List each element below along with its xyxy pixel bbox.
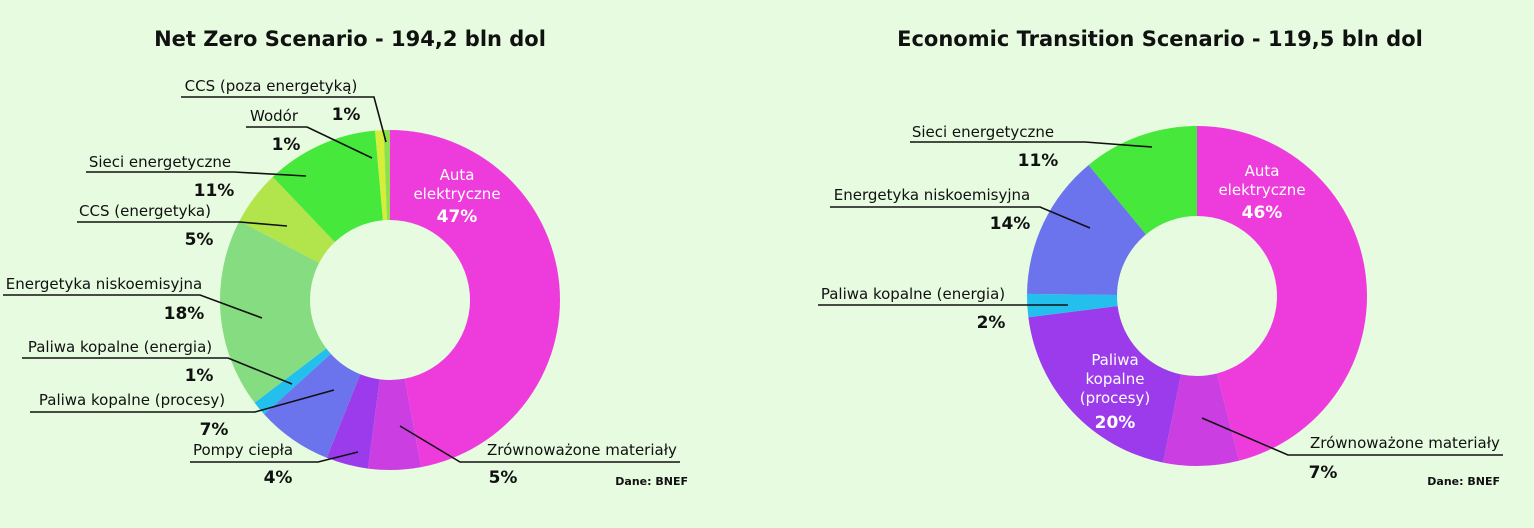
slice-label-energetyka-niskoemisyjna: Energetyka niskoemisyjna: [6, 275, 202, 293]
slice-paliwa-kopalne-procesy: [264, 353, 361, 458]
leader-line-ccs-poza-energetyka: [181, 96, 387, 143]
chart-title: Net Zero Scenario - 194,2 bln dol: [154, 27, 546, 51]
slice-sieci-energetyczne: [272, 130, 383, 243]
chart-source: Dane: BNEF: [615, 475, 688, 488]
slice-percent-sieci-energetyczne: 11%: [1018, 151, 1059, 171]
slice-label-auta-elektryczne: elektryczne: [1218, 181, 1305, 199]
slice-auta-elektryczne: [1197, 126, 1367, 461]
slice-label-paliwa-kopalne-energia: Paliwa kopalne (energia): [821, 285, 1005, 303]
slice-label-auta-elektryczne: Auta: [440, 166, 475, 184]
slice-percent-paliwa-kopalne-procesy: 20%: [1095, 413, 1136, 433]
chart-source: Dane: BNEF: [1427, 475, 1500, 488]
slice-paliwa-kopalne-procesy: [1028, 306, 1182, 463]
slice-percent-ccs-energetyka: 5%: [185, 230, 214, 250]
leader-line-wodor: [246, 126, 373, 159]
slice-label-pompy-ciepla: Pompy ciepła: [193, 441, 293, 459]
slice-ccs-energetyka: [239, 176, 335, 263]
leader-line-ccs-energetyka: [77, 221, 288, 227]
slice-label-zrownowazone-materialy: Zrównoważone materiały: [487, 441, 677, 459]
slice-paliwa-kopalne-energia: [1027, 293, 1118, 318]
slice-wodor: [375, 130, 387, 221]
slice-percent-energetyka-niskoemisyjna: 14%: [990, 214, 1031, 234]
slice-label-wodor: Wodór: [250, 107, 299, 125]
slice-percent-pompy-ciepla: 4%: [264, 468, 293, 488]
slice-label-paliwa-kopalne-procesy: (procesy): [1080, 389, 1150, 407]
slice-pompy-ciepla: [326, 374, 380, 469]
leader-line-energetyka-niskoemisyjna: [3, 294, 263, 319]
slice-percent-zrownowazone-materialy: 7%: [1309, 463, 1338, 483]
slice-percent-energetyka-niskoemisyjna: 18%: [164, 304, 205, 324]
chart-title: Economic Transition Scenario - 119,5 bln…: [897, 27, 1423, 51]
slice-label-ccs-poza-energetyka: CCS (poza energetyką): [185, 77, 358, 95]
slice-zrownowazone-materialy: [1163, 373, 1240, 466]
leader-line-paliwa-kopalne-energia: [22, 357, 293, 385]
slice-zrownowazone-materialy: [368, 378, 422, 470]
leader-line-zrownowazone-materialy: [1201, 417, 1503, 456]
slice-sieci-energetyczne: [1088, 126, 1197, 235]
slice-energetyka-niskoemisyjna: [1027, 165, 1147, 295]
slice-percent-auta-elektryczne: 47%: [437, 207, 478, 227]
slice-percent-paliwa-kopalne-energia: 1%: [185, 366, 214, 386]
slice-label-zrownowazone-materialy: Zrównoważone materiały: [1310, 434, 1500, 452]
slice-label-auta-elektryczne: elektryczne: [413, 185, 500, 203]
slice-ccs-poza-energetyka: [383, 130, 390, 221]
slice-percent-ccs-poza-energetyka: 1%: [332, 105, 361, 125]
slice-label-paliwa-kopalne-energia: Paliwa kopalne (energia): [28, 338, 212, 356]
slice-percent-paliwa-kopalne-energia: 2%: [977, 313, 1006, 333]
slice-percent-sieci-energetyczne: 11%: [194, 181, 235, 201]
slice-label-sieci-energetyczne: Sieci energetyczne: [912, 123, 1054, 141]
slice-percent-zrownowazone-materialy: 5%: [489, 468, 518, 488]
slice-percent-paliwa-kopalne-procesy: 7%: [200, 420, 229, 440]
leader-line-zrownowazone-materialy: [399, 425, 680, 463]
slice-energetyka-niskoemisyjna: [220, 221, 327, 403]
leader-line-sieci-energetyczne: [910, 141, 1153, 148]
slice-label-auta-elektryczne: Auta: [1245, 162, 1280, 180]
slice-label-paliwa-kopalne-procesy: Paliwa kopalne (procesy): [39, 391, 225, 409]
slice-percent-wodor: 1%: [272, 135, 301, 155]
slice-auta-elektryczne: [390, 130, 560, 468]
leader-line-sieci-energetyczne: [86, 171, 307, 177]
leader-line-energetyka-niskoemisyjna: [830, 206, 1091, 229]
leader-line-paliwa-kopalne-procesy: [30, 389, 335, 413]
slice-percent-auta-elektryczne: 46%: [1242, 203, 1283, 223]
slice-label-energetyka-niskoemisyjna: Energetyka niskoemisyjna: [834, 186, 1030, 204]
slice-label-sieci-energetyczne: Sieci energetyczne: [89, 153, 231, 171]
slice-label-paliwa-kopalne-procesy: Paliwa: [1091, 351, 1138, 369]
leader-line-pompy-ciepla: [190, 451, 359, 463]
slice-label-paliwa-kopalne-procesy: kopalne: [1086, 370, 1145, 388]
slice-paliwa-kopalne-energia: [254, 348, 331, 415]
slice-label-ccs-energetyka: CCS (energetyka): [79, 202, 211, 220]
